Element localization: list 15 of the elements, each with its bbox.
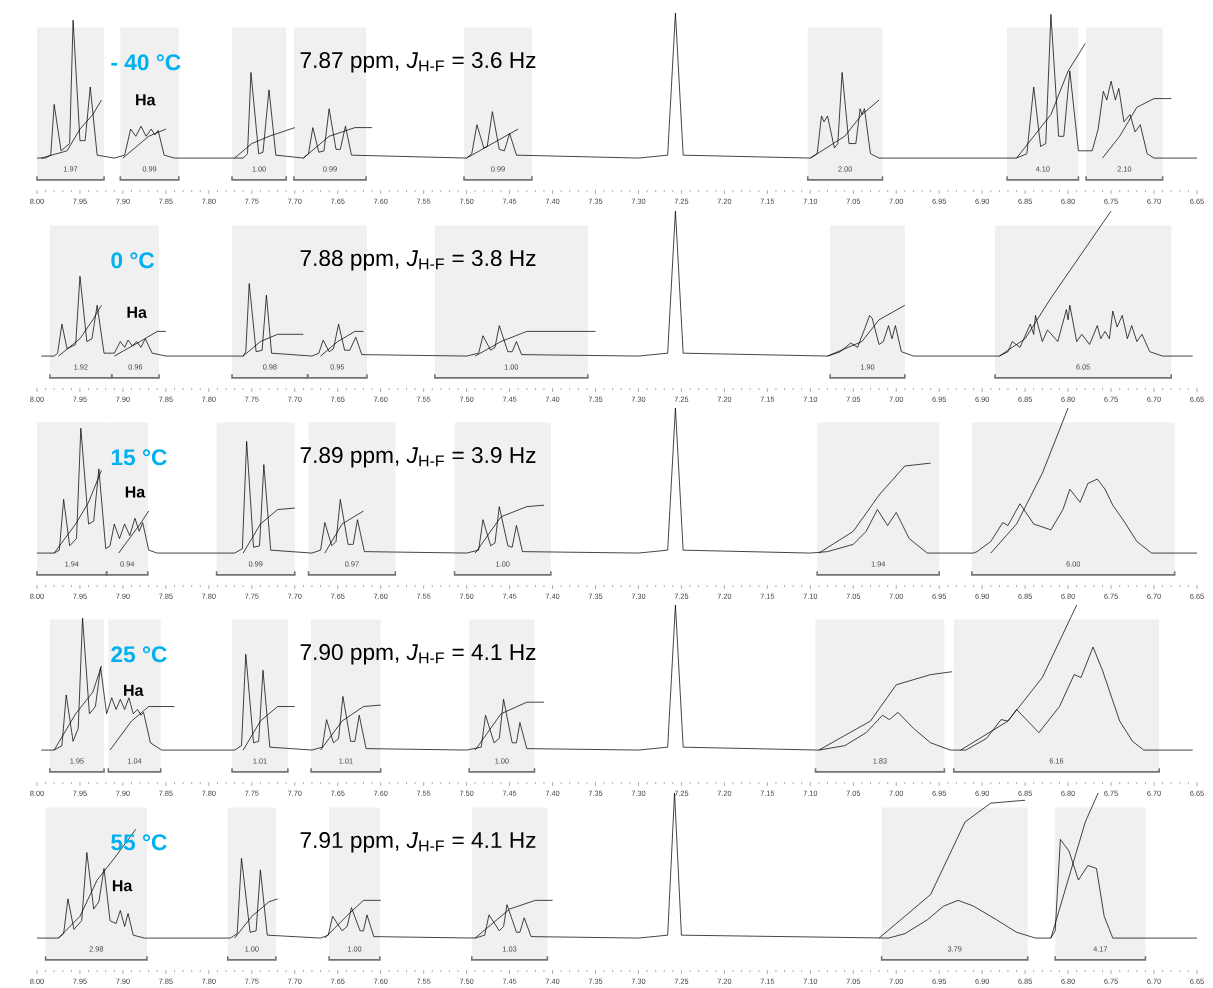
annotation: - 40 °C — [111, 54, 181, 71]
annotation: 7.89 ppm, J$_{H-F}$ = 3.9 Hz — [300, 447, 536, 468]
annotation: 7.91 ppm, J$_{H-F}$ = 4.1 Hz — [300, 832, 536, 853]
annotation: 55 °C — [111, 834, 167, 851]
annotation: Ha — [127, 306, 147, 318]
annotation: Ha — [125, 486, 146, 498]
annotation: Ha — [124, 684, 144, 697]
annotation: 15 °C — [111, 449, 167, 466]
annotation: Ha — [112, 880, 133, 892]
annotation: 7.87 ppm, J$_{H-F}$ = 3.6 Hz — [300, 52, 536, 73]
annotation: 7.88 ppm, J$_{H-F}$ = 3.8 Hz — [300, 250, 536, 271]
annotation: Ha — [136, 94, 156, 106]
annotation: 0 °C — [111, 252, 155, 269]
annotation: 7.90 ppm, J$_{H-F}$ = 4.1 Hz — [300, 644, 536, 665]
annotation: 25 °C — [111, 646, 167, 663]
